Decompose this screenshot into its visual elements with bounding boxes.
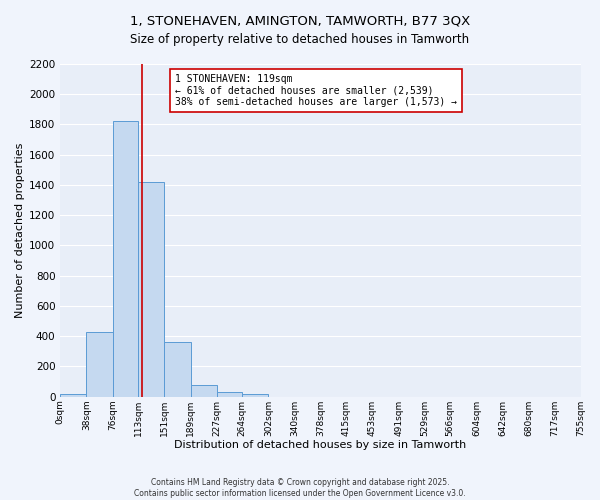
Bar [86, 332, 113, 396]
Bar [60, 394, 86, 396]
Bar [217, 392, 242, 396]
Bar [191, 384, 217, 396]
X-axis label: Distribution of detached houses by size in Tamworth: Distribution of detached houses by size … [174, 440, 467, 450]
Bar [242, 394, 268, 396]
Bar [164, 342, 191, 396]
Text: 1 STONEHAVEN: 119sqm
← 61% of detached houses are smaller (2,539)
38% of semi-de: 1 STONEHAVEN: 119sqm ← 61% of detached h… [175, 74, 457, 107]
Bar [113, 122, 138, 396]
Text: Size of property relative to detached houses in Tamworth: Size of property relative to detached ho… [130, 32, 470, 46]
Text: Contains HM Land Registry data © Crown copyright and database right 2025.
Contai: Contains HM Land Registry data © Crown c… [134, 478, 466, 498]
Y-axis label: Number of detached properties: Number of detached properties [15, 142, 25, 318]
Bar [138, 182, 164, 396]
Text: 1, STONEHAVEN, AMINGTON, TAMWORTH, B77 3QX: 1, STONEHAVEN, AMINGTON, TAMWORTH, B77 3… [130, 15, 470, 28]
